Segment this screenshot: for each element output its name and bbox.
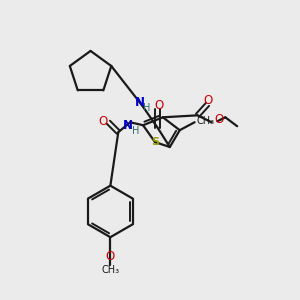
Text: O: O [214,113,224,126]
Text: CH₃: CH₃ [196,116,215,126]
Text: CH₃: CH₃ [101,265,119,275]
Text: H: H [132,126,140,136]
Text: O: O [99,115,108,128]
Text: S: S [151,137,159,147]
Text: N: N [135,96,145,109]
Text: H: H [143,103,151,113]
Text: O: O [106,250,115,262]
Text: N: N [123,119,133,132]
Text: O: O [154,99,164,112]
Text: O: O [204,94,213,107]
